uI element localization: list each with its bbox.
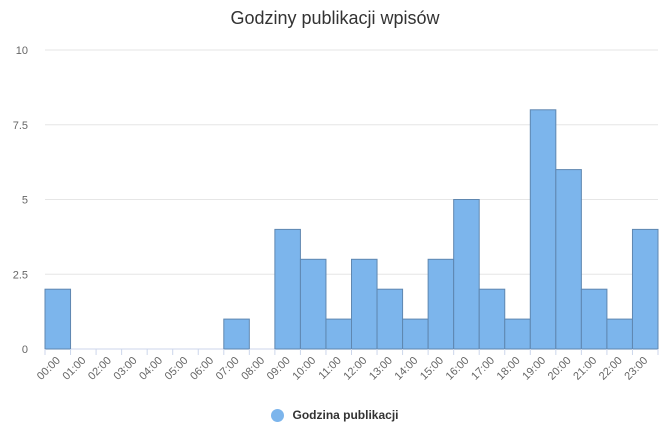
bar [606, 318, 633, 350]
x-tick-label: 09:00 [265, 355, 293, 383]
bar [44, 288, 72, 350]
x-tick-label: 04:00 [137, 355, 165, 383]
x-tick-label: 19:00 [520, 355, 548, 383]
bar [351, 258, 378, 350]
bar [504, 318, 531, 350]
x-tick-label: 17:00 [469, 355, 497, 383]
x-tick-label: 05:00 [163, 355, 191, 383]
x-tick-label: 23:00 [622, 355, 650, 383]
x-tick-label: 06:00 [188, 355, 216, 383]
x-tick-label: 02:00 [86, 355, 114, 383]
x-tick-label: 13:00 [367, 355, 395, 383]
x-tick-label: 12:00 [341, 355, 369, 383]
bar [376, 288, 404, 350]
x-tick-label: 07:00 [214, 355, 242, 383]
legend-marker [271, 408, 285, 422]
x-tick-label: 14:00 [393, 355, 421, 383]
chart-title: Godziny publikacji wpisów [230, 8, 440, 28]
bar [580, 288, 608, 350]
y-tick-label: 7.5 [13, 120, 28, 132]
legend[interactable]: Godzina publikacji [0, 408, 670, 422]
y-tick-label: 5 [22, 195, 28, 207]
bar [555, 169, 582, 350]
bar [274, 228, 301, 350]
x-tick-label: 00:00 [35, 355, 63, 383]
bar [529, 109, 557, 350]
bar [453, 199, 480, 350]
x-tick-label: 08:00 [239, 355, 267, 383]
legend-label: Godzina publikacji [292, 408, 399, 422]
x-tick-label: 18:00 [495, 355, 523, 383]
y-tick-label: 10 [16, 45, 28, 57]
bar [402, 318, 429, 350]
y-tick-label: 2.5 [13, 269, 28, 281]
x-tick-label: 21:00 [571, 355, 599, 383]
x-tick-label: 15:00 [418, 355, 446, 383]
x-tick-label: 20:00 [546, 355, 574, 383]
x-tick-label: 03:00 [112, 355, 140, 383]
x-tick-label: 11:00 [316, 355, 343, 382]
x-tick-label: 01:00 [60, 355, 88, 383]
bar [325, 318, 353, 350]
bar [299, 258, 327, 350]
bar-chart: 0 2.5 5 7.5 10 00:0001:0002:0003:0004:0005:00… [13, 45, 659, 383]
y-tick-label: 0 [22, 344, 28, 356]
bar [478, 288, 506, 350]
bar [631, 228, 659, 350]
x-tick-label: 10:00 [290, 355, 318, 383]
x-tick-label: 16:00 [444, 355, 472, 383]
x-tick-label: 22:00 [597, 355, 625, 383]
bar [223, 318, 250, 350]
bar [427, 258, 455, 350]
